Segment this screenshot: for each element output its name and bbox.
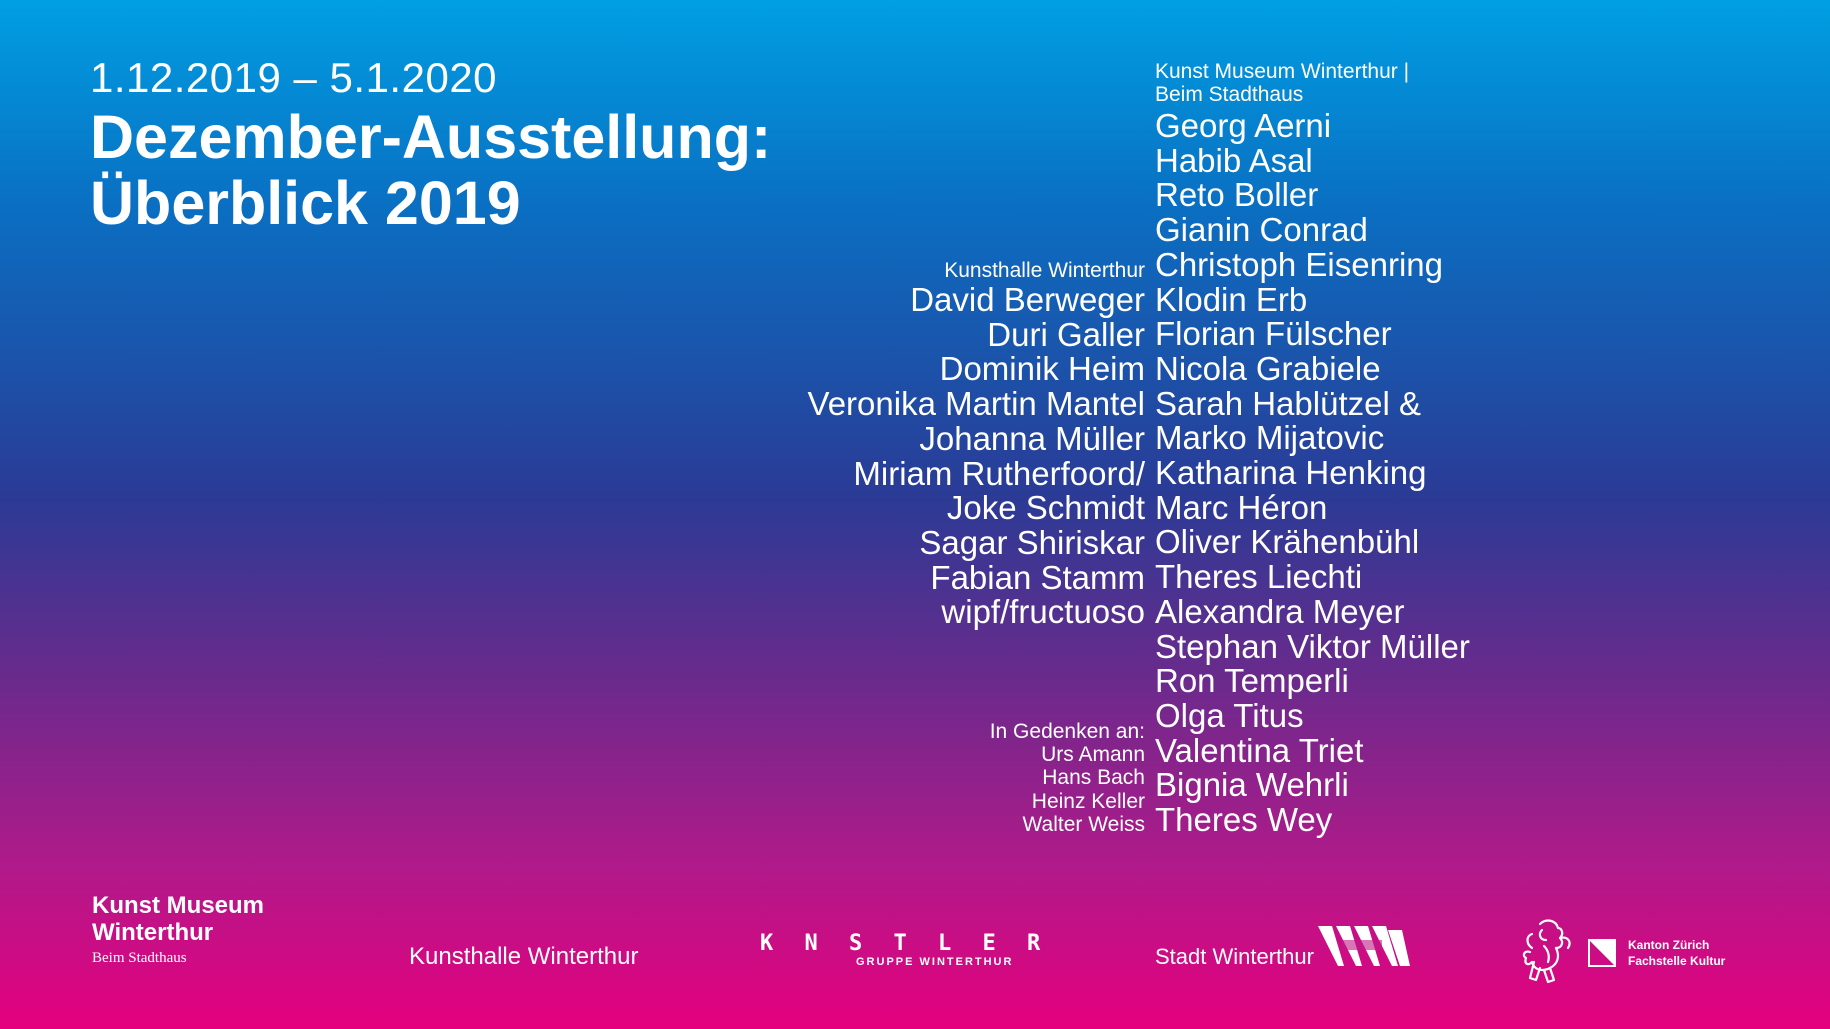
artist-name: Stephan Viktor Müller [1155, 627, 1470, 665]
artist-name: Alexandra Meyer [1155, 592, 1405, 630]
artist-name: Dominik Heim [939, 350, 1145, 388]
artist-name: Florian Fülscher [1155, 315, 1392, 353]
kanton-zuerich-shield-icon [1588, 939, 1616, 967]
title-line-2: Überblick 2019 [90, 169, 521, 237]
stadt-winterthur-emblem-icon [1317, 926, 1410, 966]
artist-name: Sagar Shiriskar [919, 523, 1145, 561]
artist-list-kunsthalle: David Berweger Duri Galler Dominik Heim … [807, 281, 1146, 631]
memorial-name: Hans Bach [1042, 766, 1145, 790]
zurich-lion-icon [1522, 919, 1571, 984]
venue-kunst-museum: Kunst Museum Winterthur | Beim Stadthaus [1155, 60, 1409, 106]
artist-name: Theres Liechti [1155, 558, 1363, 596]
artist-name: Valentina Triet [1155, 731, 1364, 769]
artist-name: Marc Héron [1155, 488, 1328, 526]
artist-name: Fabian Stamm [930, 558, 1145, 596]
artist-name: Oliver Krähenbühl [1155, 523, 1420, 561]
kunsthalle-winterthur-logo: Kunsthalle Winterthur [409, 943, 639, 970]
kanton-zuerich-logo: Kanton Zürich Fachstelle Kultur [1520, 918, 1725, 988]
memorial-name: Walter Weiss [1022, 812, 1145, 836]
artist-name: Gianin Conrad [1155, 211, 1368, 249]
artist-name: Miriam Rutherfoord/ [853, 454, 1145, 492]
sponsor-logo-bar: Kunst Museum Winterthur Beim Stadthaus K… [0, 880, 1830, 990]
artist-name: Ron Temperli [1155, 662, 1349, 700]
artist-name: Georg Aerni [1155, 107, 1332, 144]
memorial-name: Heinz Keller [1031, 789, 1145, 813]
artist-name: Duri Galler [987, 315, 1145, 353]
artist-name: Marko Mijatovic [1155, 419, 1385, 457]
venue-line-1: Kunst Museum Winterthur | [1155, 60, 1410, 83]
kunst-museum-winterthur-logo: Kunst Museum Winterthur Beim Stadthaus [92, 892, 265, 966]
kanton-line-2: Fachstelle Kultur [1628, 954, 1726, 968]
artist-name: Nicola Grabiele [1155, 349, 1381, 387]
memorial-name: Urs Amann [1041, 743, 1145, 767]
artist-name: Veronika Martin Mantel [807, 385, 1146, 423]
artist-name: Theres Wey [1155, 801, 1333, 839]
artist-name: Klodin Erb [1155, 280, 1308, 318]
memorial-list: In Gedenken an: Urs Amann Hans Bach Hein… [990, 720, 1145, 836]
artist-name: Katharina Henking [1155, 454, 1427, 492]
artist-name: Joke Schmidt [946, 489, 1145, 527]
artist-name: Olga Titus [1155, 696, 1304, 734]
artist-name: Johanna Müller [919, 419, 1145, 457]
venue-line-2: Beim Stadthaus [1155, 83, 1304, 106]
artist-name: Sarah Hablützel & [1155, 384, 1421, 422]
artist-name: Habib Asal [1155, 141, 1313, 179]
artist-name: Reto Boller [1155, 176, 1319, 214]
kanton-line-1: Kanton Zürich [1628, 938, 1710, 952]
kuenstlergruppe-winterthur-logo: K N S T L E R GRUPPE WINTERTHUR [760, 931, 1050, 969]
artist-list-kunst-museum: Georg Aerni Habib Asal Reto Boller Giani… [1155, 107, 1470, 839]
artist-name: Bignia Wehrli [1155, 766, 1349, 804]
artist-name: David Berweger [910, 281, 1145, 318]
artist-name: Christoph Eisenring [1155, 245, 1443, 283]
stadt-winterthur-logo: Stadt Winterthur [1155, 926, 1410, 970]
venue-kunsthalle: Kunsthalle Winterthur [944, 259, 1145, 282]
title-line-1: Dezember-Ausstellung: [90, 103, 772, 171]
memorial-heading: In Gedenken an: [989, 720, 1145, 743]
exhibition-title: Dezember-Ausstellung: Überblick 2019 [90, 104, 771, 236]
exhibition-dates: 1.12.2019 – 5.1.2020 [90, 54, 498, 101]
artist-name: wipf/fructuoso [941, 593, 1145, 631]
